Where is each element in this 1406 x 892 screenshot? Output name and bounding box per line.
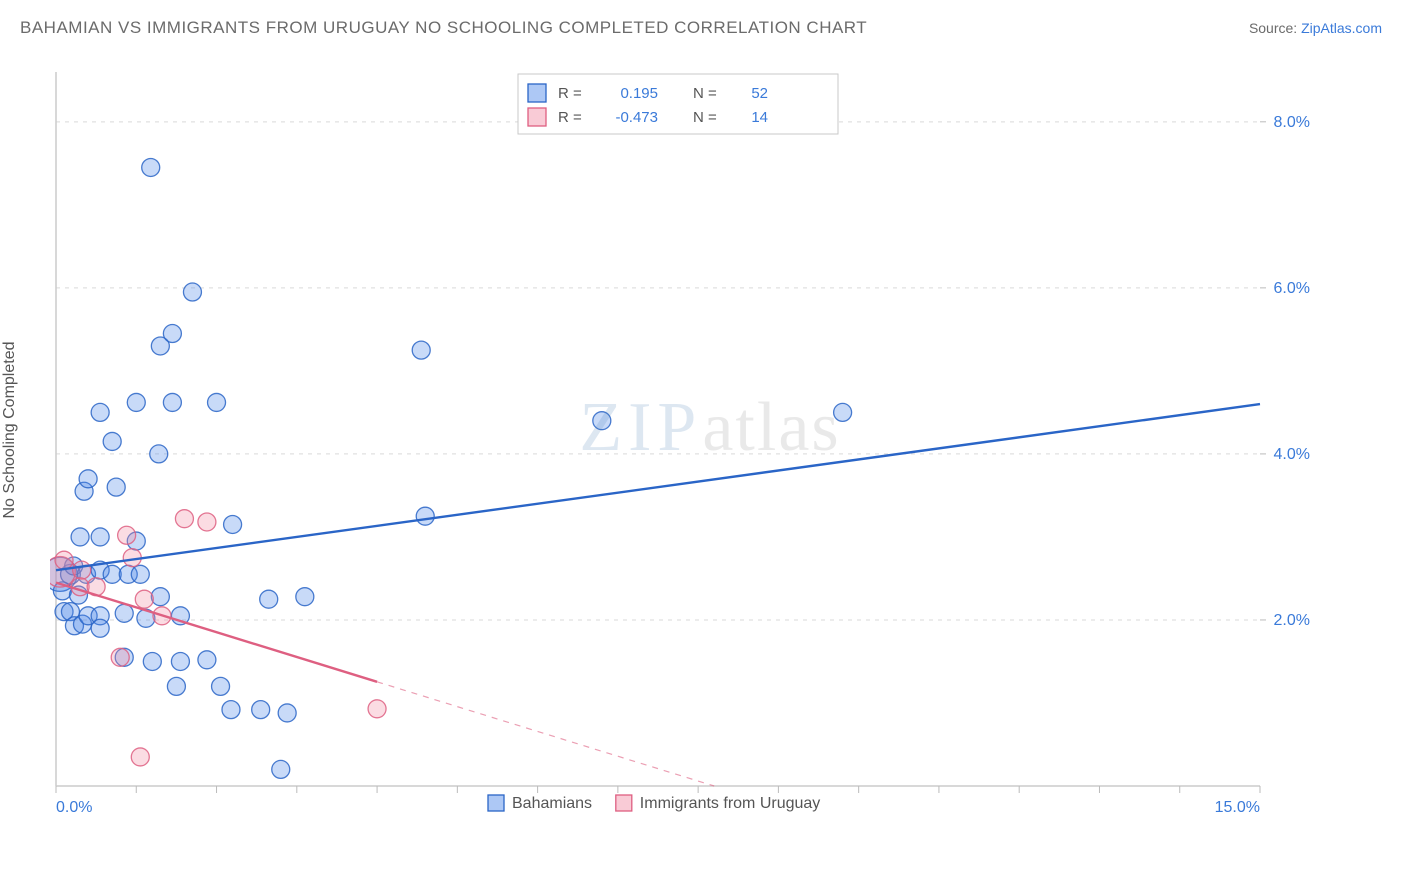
svg-text:R =: R = (558, 109, 582, 126)
svg-text:Immigrants from Uruguay: Immigrants from Uruguay (640, 795, 821, 812)
chart-svg: 0.0% 15.0% 2.0% 4.0% 6.0% 8.0% R = 0.195 N = 52 R … (50, 60, 1320, 830)
chart-source: Source: ZipAtlas.com (1249, 20, 1382, 36)
source-link[interactable]: ZipAtlas.com (1301, 20, 1382, 36)
chart-title: BAHAMIAN VS IMMIGRANTS FROM URUGUAY NO S… (20, 18, 867, 38)
svg-text:8.0%: 8.0% (1274, 114, 1310, 131)
source-prefix: Source: (1249, 20, 1301, 36)
svg-text:4.0%: 4.0% (1274, 446, 1310, 463)
svg-text:N =: N = (693, 109, 717, 126)
svg-text:-0.473: -0.473 (615, 109, 658, 126)
svg-text:0.0%: 0.0% (56, 799, 92, 816)
svg-text:Bahamians: Bahamians (512, 795, 592, 812)
svg-text:N =: N = (693, 85, 717, 102)
chart-root: BAHAMIAN VS IMMIGRANTS FROM URUGUAY NO S… (0, 0, 1406, 892)
svg-text:14: 14 (751, 109, 768, 126)
svg-text:R =: R = (558, 85, 582, 102)
svg-text:6.0%: 6.0% (1274, 280, 1310, 297)
svg-text:0.195: 0.195 (620, 85, 658, 102)
plot-area: 0.0% 15.0% 2.0% 4.0% 6.0% 8.0% R = 0.195 N = 52 R … (50, 60, 1370, 860)
svg-text:2.0%: 2.0% (1274, 612, 1310, 629)
y-axis-label: No Schooling Completed (1, 342, 19, 519)
svg-text:15.0%: 15.0% (1215, 799, 1260, 816)
svg-text:52: 52 (751, 85, 768, 102)
